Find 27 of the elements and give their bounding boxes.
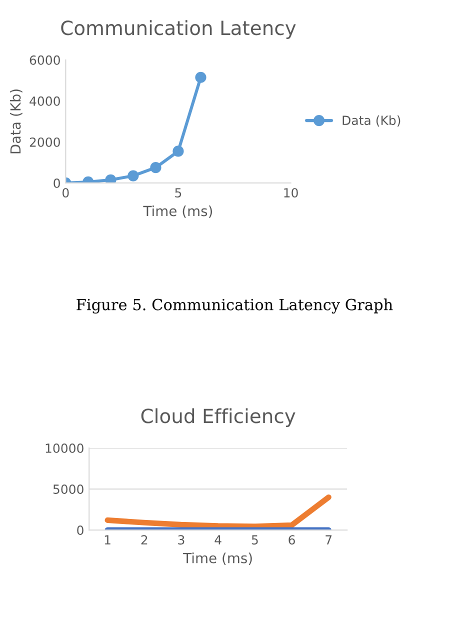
point — [150, 162, 162, 174]
x-tick-label: 10 — [284, 188, 298, 198]
y-tick-label: 6000 — [30, 55, 60, 65]
x-tick-label: 1 — [104, 535, 110, 544]
point — [172, 146, 184, 157]
legend-label: Data (Kb) — [342, 115, 400, 127]
point — [195, 72, 206, 83]
y-tick-label: 4000 — [30, 96, 60, 106]
y-tick-label: 0 — [77, 526, 84, 535]
x-axis-title: Time (ms) — [143, 206, 212, 218]
x-tick-label: 4 — [214, 535, 222, 544]
point — [128, 170, 139, 182]
caption: Figure 5. Communication Latency Graph — [76, 298, 393, 314]
x-tick-label: 5 — [252, 535, 258, 545]
y-axis-title: Data (Kb) — [10, 89, 22, 154]
x-axis-title: Time (ms) — [183, 552, 252, 565]
y-tick-label: 2000 — [30, 137, 60, 147]
x-tick-label: 5 — [175, 188, 182, 198]
y-tick-label: 0 — [54, 178, 60, 188]
chart-title: Cloud Efficiency — [141, 408, 296, 428]
x-tick-label: 7 — [326, 535, 332, 544]
chart-title: Communication Latency — [61, 20, 296, 39]
y-tick-label: 5000 — [53, 484, 84, 494]
x-tick-label: 6 — [288, 535, 295, 545]
y-tick-label: 10000 — [46, 443, 84, 453]
x-tick-label: 3 — [178, 535, 184, 545]
x-tick-label: 2 — [141, 535, 148, 544]
